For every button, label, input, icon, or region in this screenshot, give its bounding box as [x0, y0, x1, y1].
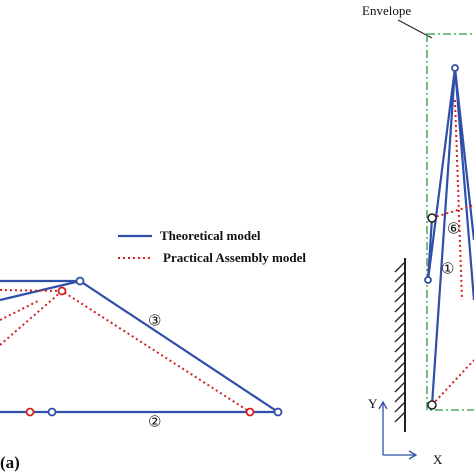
link-label: ③ [148, 313, 161, 329]
axis-label: Y [368, 396, 378, 411]
joint [25, 407, 35, 417]
legend: Theoretical model Practical Assembly mod… [118, 228, 306, 265]
link-label: ⑥ [447, 221, 460, 237]
joint [451, 64, 459, 72]
joint [57, 286, 67, 296]
joint [47, 407, 57, 417]
joint [75, 276, 85, 286]
left-mechanism: ③ ② (a) [0, 276, 283, 472]
axis-label: X [433, 452, 443, 467]
axes [378, 400, 418, 460]
legend-label: Practical Assembly model [163, 250, 306, 265]
theoretical-links [0, 279, 279, 414]
practical-links [0, 289, 251, 413]
envelope [426, 33, 474, 411]
hatch [394, 261, 406, 423]
right-mechanism: Envelope ⑥ ① Y X [362, 3, 474, 467]
joint [424, 276, 432, 284]
practical-links [431, 99, 474, 406]
joint [245, 407, 255, 417]
envelope-label: Envelope [362, 3, 411, 18]
joint [273, 407, 283, 417]
leader [397, 19, 433, 39]
joint [427, 400, 437, 410]
joint [427, 213, 437, 223]
caption: (a) [0, 453, 20, 472]
link-label: ① [441, 261, 454, 277]
legend-label: Theoretical model [160, 228, 261, 243]
link-label: ② [148, 414, 161, 430]
